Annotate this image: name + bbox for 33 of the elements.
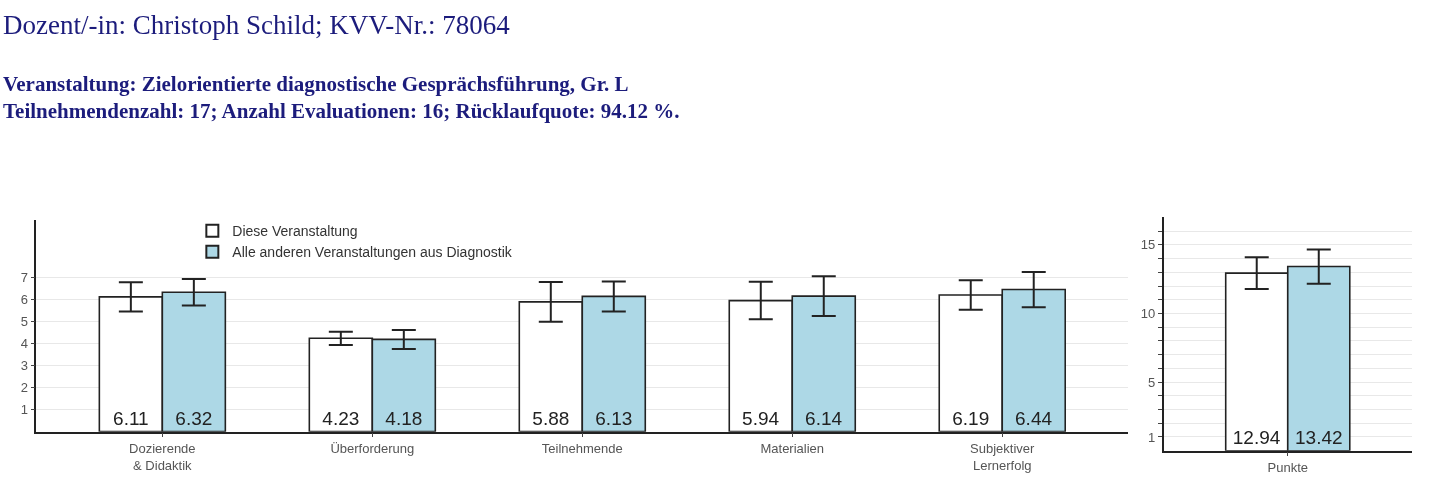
data-label: 6.14: [805, 407, 843, 429]
y-tick-label: 1: [1148, 429, 1156, 445]
x-tick-label: Dozierende & Didaktik: [129, 440, 196, 473]
y-tick-label: 15: [1140, 237, 1156, 253]
data-label: 4.18: [385, 407, 423, 429]
data-label: 6.44: [1015, 407, 1053, 429]
legend-label: Alle anderen Veranstaltungen aus Diagnostik: [232, 244, 513, 261]
data-label: 5.94: [742, 407, 780, 429]
chart-subtitle: Veranstaltung: Zielorientierte diagnostische Gesprächsführung, Gr. L Teilnehmendenzahl: 17; Anzahl Evaluationen: 16; Rücklaufquote: 94.12 %.: [3, 72, 680, 124]
data-label: 12.94: [1232, 426, 1281, 448]
x-tick-label: Überforderung: [330, 440, 415, 456]
y-tick-label: 10: [1140, 306, 1156, 322]
data-label: 13.42: [1294, 426, 1343, 448]
y-tick-label: 5: [20, 313, 29, 329]
x-tick-label: Punkte: [1267, 460, 1308, 476]
y-tick-label: 3: [20, 358, 29, 373]
x-tick-label: Subjektiver Lernerfolg: [970, 440, 1036, 473]
y-tick-label: 4: [20, 335, 29, 351]
data-label: 4.23: [322, 407, 360, 429]
data-label: 5.88: [532, 407, 570, 429]
data-label: 6.13: [595, 407, 633, 429]
x-tick-label: Materialien: [760, 440, 825, 456]
y-tick-label: 7: [20, 269, 29, 285]
data-label: 6.11: [113, 407, 149, 429]
legend-label: Diese Veranstaltung: [232, 223, 358, 240]
y-tick-label: 1: [20, 402, 29, 418]
data-label: 6.19: [952, 407, 990, 429]
y-tick-label: 2: [20, 380, 29, 396]
data-label: 6.32: [175, 407, 213, 429]
y-tick-label: 6: [20, 291, 29, 307]
y-tick-label: 5: [1148, 374, 1156, 390]
x-tick-label: Teilnehmende: [541, 440, 623, 456]
chart-title: Dozent/-in: Christoph Schild; KVV-Nr.: 78064: [3, 10, 511, 40]
